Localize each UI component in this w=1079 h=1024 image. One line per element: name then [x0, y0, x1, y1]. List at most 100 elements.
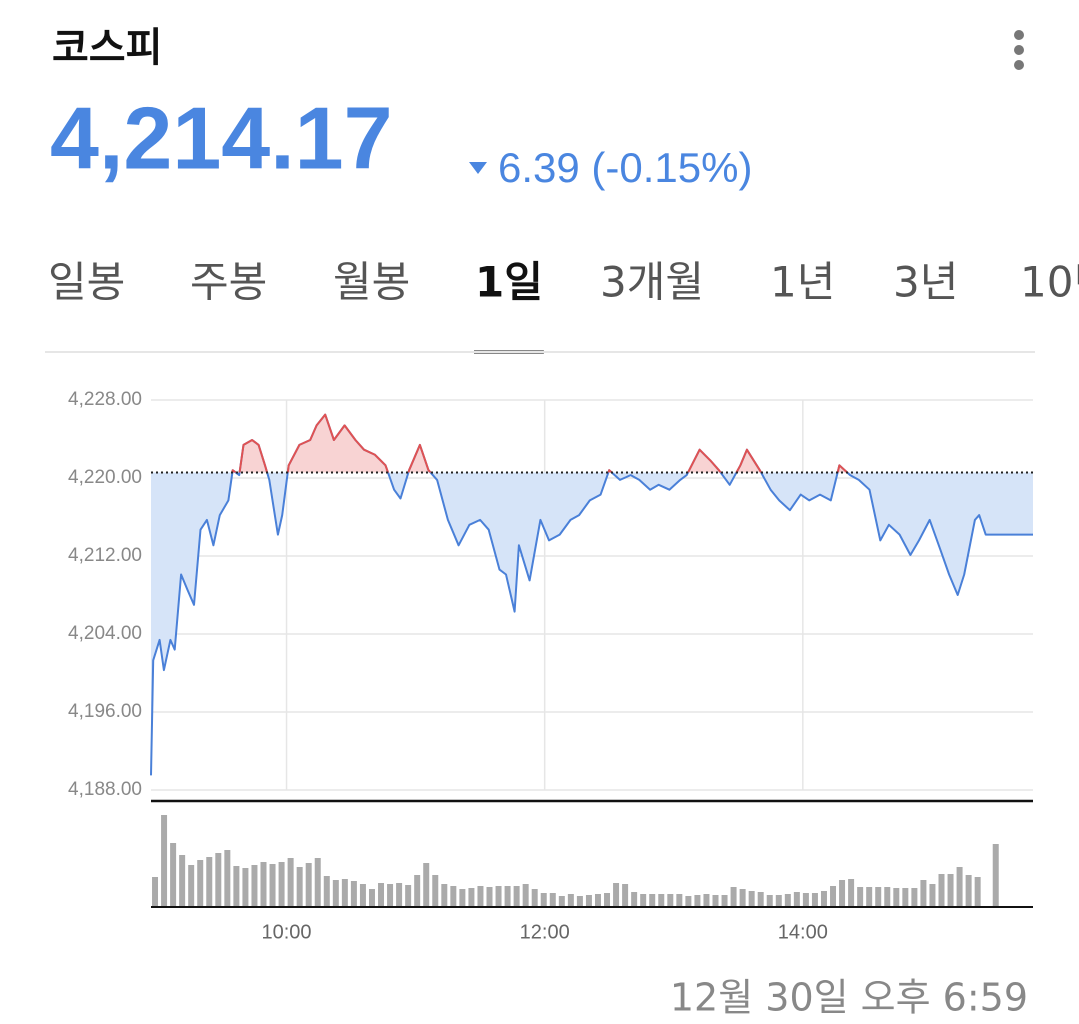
volume-bar: [188, 865, 195, 907]
volume-bar: [549, 893, 556, 907]
y-tick-label: 4,196.00: [68, 701, 142, 722]
volume-bar: [775, 895, 782, 907]
volume-bar: [703, 894, 710, 907]
volume-bar: [567, 894, 574, 907]
volume-bar: [341, 879, 348, 907]
volume-bar: [757, 892, 764, 907]
volume-bar: [486, 887, 493, 907]
volume-bar: [929, 884, 936, 907]
volume-bar: [414, 875, 421, 907]
volume-bar: [576, 896, 583, 907]
volume-bar: [477, 886, 484, 907]
volume-bar: [287, 858, 294, 907]
volume-bar: [441, 884, 448, 907]
volume-bar: [513, 886, 520, 907]
volume-bar: [820, 891, 827, 907]
volume-bar: [604, 893, 611, 907]
price-line-up: [231, 413, 849, 473]
volume-bar: [920, 880, 927, 907]
volume-bar: [269, 864, 276, 907]
volume-bar: [378, 883, 385, 907]
volume-bar: [215, 853, 222, 907]
tab[interactable]: 3년: [893, 258, 958, 307]
volume-bar: [594, 894, 601, 907]
volume-bar: [432, 875, 439, 907]
x-tick-label: 12:00: [520, 921, 570, 943]
tab[interactable]: 월봉: [333, 258, 410, 307]
volume-bar: [368, 889, 375, 907]
volume-bar: [152, 877, 159, 907]
volume-bar: [784, 894, 791, 907]
volume-bar: [522, 884, 529, 907]
volume-bar: [965, 875, 972, 907]
volume-bar: [902, 888, 909, 907]
volume-bar: [332, 880, 339, 907]
volume-bar: [242, 868, 249, 907]
volume-bar: [766, 895, 773, 907]
volume-bar: [540, 893, 547, 907]
volume-bar: [260, 862, 267, 907]
volume-bar: [676, 894, 683, 907]
volume-bar: [233, 866, 240, 907]
volume-bar: [387, 884, 394, 907]
volume-bar: [848, 879, 855, 907]
volume-bar: [585, 895, 592, 907]
volume-bar: [730, 887, 737, 907]
price: 4,214.17: [50, 88, 393, 187]
menu-dot[interactable]: [1014, 45, 1024, 55]
volume-bar: [459, 889, 466, 907]
y-tick-label: 4,220.00: [68, 467, 142, 488]
volume-bar: [866, 887, 873, 907]
volume-bar: [685, 896, 692, 907]
area-above: [151, 414, 1033, 473]
y-tick-label: 4,212.00: [68, 545, 142, 566]
volume-bar: [667, 894, 674, 907]
menu-dot[interactable]: [1014, 60, 1024, 70]
volume-bar: [793, 892, 800, 907]
volume-bar: [206, 857, 213, 907]
volume-bar: [314, 858, 321, 907]
volume-bar: [694, 895, 701, 907]
volume-bar: [911, 888, 918, 907]
x-tick-label: 10:00: [261, 921, 311, 943]
volume-bar: [197, 860, 204, 907]
tab[interactable]: 주봉: [190, 258, 267, 307]
volume-bar: [495, 886, 502, 907]
volume-bar: [649, 894, 656, 907]
y-tick-label: 4,188.00: [68, 779, 142, 800]
tab[interactable]: 3개월: [600, 258, 704, 307]
price-line: [150, 413, 1033, 776]
volume-bar: [350, 881, 357, 907]
volume-bar: [830, 886, 837, 907]
volume-bar: [631, 892, 638, 907]
volume-bar: [884, 887, 891, 907]
tab[interactable]: 1일: [475, 258, 543, 307]
volume-bar: [875, 887, 882, 907]
volume-bar: [359, 884, 366, 907]
volume-bar: [658, 894, 665, 907]
volume-bar: [992, 844, 999, 907]
tab-bar: 일봉 주봉 월봉 1일 3개월 1년 3년 10년: [48, 258, 1079, 354]
volume-bar: [305, 863, 312, 907]
volume-bar: [224, 850, 231, 907]
volume-bar: [857, 887, 864, 907]
more-menu[interactable]: [1014, 30, 1024, 70]
volume-bar: [396, 883, 403, 907]
price-chart: 4,188.00 4,196.00 4,204.00 4,212.00 4,220.00…: [68, 389, 1033, 943]
tab[interactable]: 1년: [770, 258, 835, 307]
tab[interactable]: 10년: [1020, 258, 1079, 307]
volume-bar: [179, 855, 186, 907]
volume-bar: [956, 867, 963, 907]
tab[interactable]: 일봉: [48, 258, 125, 307]
volume-bar: [278, 862, 285, 907]
volume-bar: [468, 888, 475, 907]
y-tick-label: 4,228.00: [68, 389, 142, 410]
x-tick-label: 14:00: [778, 921, 828, 943]
volume-bar: [947, 874, 954, 907]
area-below: [151, 472, 1033, 776]
price-change: 6.39 (-0.15%): [498, 144, 752, 191]
volume-bar: [251, 865, 258, 907]
volume-bar: [974, 877, 981, 907]
menu-dot[interactable]: [1014, 30, 1024, 40]
